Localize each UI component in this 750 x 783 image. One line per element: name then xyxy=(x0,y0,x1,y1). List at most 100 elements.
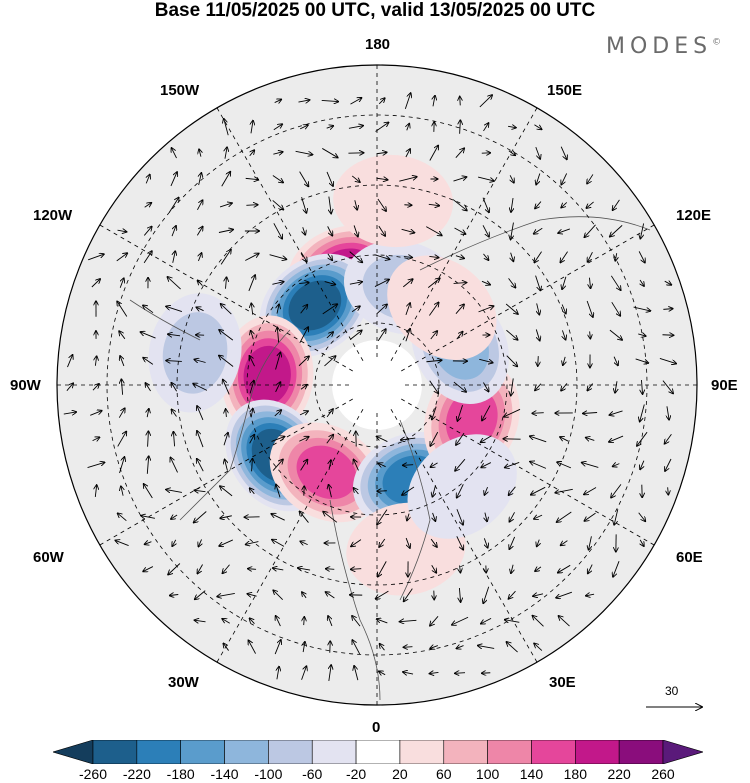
wind-vector xyxy=(536,329,539,340)
wind-vector xyxy=(375,122,389,132)
wind-vector xyxy=(299,282,309,283)
colorbar-swatch xyxy=(399,740,445,764)
lon-label-30w: 30W xyxy=(168,674,199,691)
brand-mark: © xyxy=(712,37,722,48)
wind-vector xyxy=(120,356,125,367)
wind-vector xyxy=(452,199,467,211)
wind-vector xyxy=(615,381,617,393)
colorbar-label: -100 xyxy=(254,766,283,782)
wind-vector xyxy=(532,413,544,414)
wind-vector xyxy=(430,672,439,673)
wind-vector xyxy=(92,384,99,391)
wind-vector xyxy=(117,301,128,317)
wind-vector xyxy=(276,616,281,627)
wind-vector xyxy=(535,201,542,209)
wind-vector xyxy=(504,408,521,416)
wind-vectors xyxy=(63,93,676,681)
wind-vector xyxy=(454,227,466,234)
anomaly-contour xyxy=(243,345,291,405)
wind-vector xyxy=(273,124,282,131)
wind-vector xyxy=(199,173,202,186)
wind-vector xyxy=(484,486,487,495)
wind-vector xyxy=(248,275,255,292)
wind-vector xyxy=(299,171,309,187)
wind-vector xyxy=(534,251,542,263)
meridian-line xyxy=(99,398,353,546)
wind-vector xyxy=(67,355,72,368)
wind-vector xyxy=(145,383,151,392)
wind-vector xyxy=(221,304,232,315)
wind-vector xyxy=(535,275,541,291)
lon-label-150w: 150W xyxy=(160,82,200,99)
wind-vector xyxy=(271,437,285,442)
wind-vector xyxy=(272,459,283,471)
wind-vector xyxy=(589,536,592,549)
wind-vector xyxy=(171,148,177,159)
wind-vector xyxy=(483,123,488,132)
wind-vector xyxy=(405,329,410,342)
wind-vector xyxy=(457,484,464,497)
wind-vector xyxy=(329,665,331,681)
wind-vector xyxy=(116,253,128,262)
wind-vector xyxy=(430,463,438,467)
wind-vector xyxy=(354,488,359,495)
wind-vector xyxy=(195,490,206,491)
wind-vector xyxy=(275,353,281,370)
wind-vector xyxy=(145,542,152,545)
wind-vector xyxy=(250,150,255,157)
wind-vector xyxy=(427,278,439,288)
wind-vector xyxy=(224,119,229,136)
wind-vector xyxy=(171,409,177,417)
wind-vector xyxy=(248,640,256,654)
wind-vector xyxy=(223,380,230,395)
wind-vector xyxy=(535,383,542,391)
wind-vector xyxy=(640,279,644,286)
wind-vector xyxy=(611,301,620,316)
wind-vector xyxy=(560,251,568,263)
wind-vector xyxy=(613,561,620,577)
wind-vector xyxy=(483,586,490,604)
wind-vector xyxy=(251,409,253,418)
wind-vector xyxy=(300,385,307,390)
wind-vector xyxy=(506,355,518,367)
colorbar-swatch xyxy=(224,740,269,764)
wind-vector xyxy=(197,564,203,574)
colorbar-swatch xyxy=(180,740,225,764)
wind-vector xyxy=(556,591,573,598)
wind-vector xyxy=(482,673,491,674)
wind-vector xyxy=(484,538,487,547)
wind-vector xyxy=(377,198,386,211)
wind-vector xyxy=(351,306,360,313)
wind-vector xyxy=(251,331,254,340)
wind-vector xyxy=(640,460,644,470)
colorbar-swatch xyxy=(53,740,94,764)
wind-vector xyxy=(299,411,308,415)
wind-vector xyxy=(222,564,230,574)
wind-vector xyxy=(401,438,416,440)
wind-vector xyxy=(300,305,308,314)
wind-vector xyxy=(148,431,149,447)
wind-vector xyxy=(349,330,361,340)
wind-vector xyxy=(300,460,308,471)
wind-vector xyxy=(481,281,490,284)
wind-vector xyxy=(198,539,201,546)
wind-vector xyxy=(194,359,206,362)
wind-vector xyxy=(376,590,389,599)
wind-vector xyxy=(143,305,154,314)
lon-label-120e: 120E xyxy=(676,207,712,224)
wind-vector xyxy=(273,590,284,600)
wind-vector xyxy=(429,302,438,316)
anomaly-contour xyxy=(387,255,497,360)
wind-vector xyxy=(665,433,672,443)
wind-vector xyxy=(246,205,257,206)
wind-vector xyxy=(401,228,415,232)
wind-vector xyxy=(374,254,389,260)
wind-vector xyxy=(482,225,489,236)
wind-vector xyxy=(197,200,202,211)
wind-vector xyxy=(377,509,388,525)
wind-vector xyxy=(299,437,308,442)
lon-label-90e: 90E xyxy=(711,377,738,394)
wind-vector xyxy=(562,304,566,314)
wind-vector xyxy=(220,486,233,497)
wind-vector xyxy=(403,257,412,258)
